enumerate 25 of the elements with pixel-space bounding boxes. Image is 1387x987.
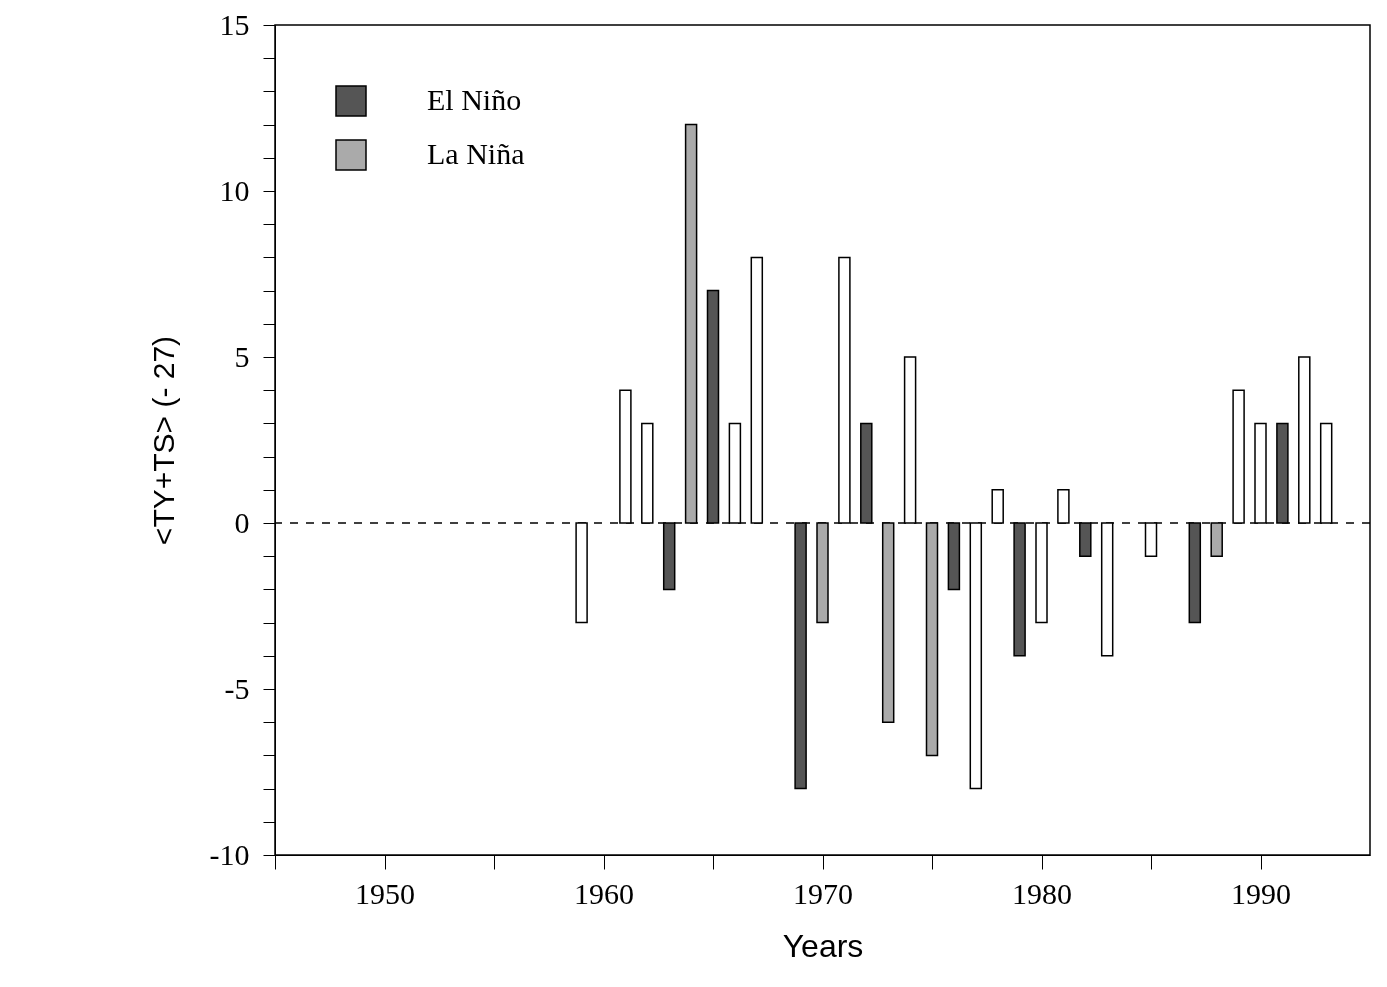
x-tick-label: 1960	[574, 876, 634, 910]
bar	[991, 489, 1004, 524]
bar	[1298, 356, 1311, 524]
x-axis-title: Years	[782, 927, 864, 964]
x-tick-label: 1990	[1231, 876, 1291, 910]
y-tick-label: 5	[234, 339, 250, 373]
bar	[750, 256, 764, 524]
x-tick-label: 1970	[793, 876, 853, 910]
legend-label: La Niña	[427, 137, 525, 170]
y-axis-title: <TY+TS> (- 27)	[146, 335, 180, 546]
y-tick-label: 10	[219, 173, 250, 207]
bar	[1057, 489, 1070, 524]
y-tick-label: -10	[209, 837, 250, 871]
bar	[1232, 389, 1245, 524]
bar	[575, 522, 588, 624]
x-tick-label: 1980	[1012, 876, 1072, 910]
legend-label: El Niño	[427, 83, 522, 116]
bar	[925, 522, 939, 757]
y-tick-label: 0	[234, 505, 250, 539]
bar	[816, 522, 829, 624]
y-tick-label: 15	[219, 7, 250, 41]
bar	[641, 422, 654, 524]
x-tick-label: 1950	[355, 876, 415, 910]
y-tick-label: -5	[224, 671, 250, 705]
bar	[881, 522, 895, 723]
